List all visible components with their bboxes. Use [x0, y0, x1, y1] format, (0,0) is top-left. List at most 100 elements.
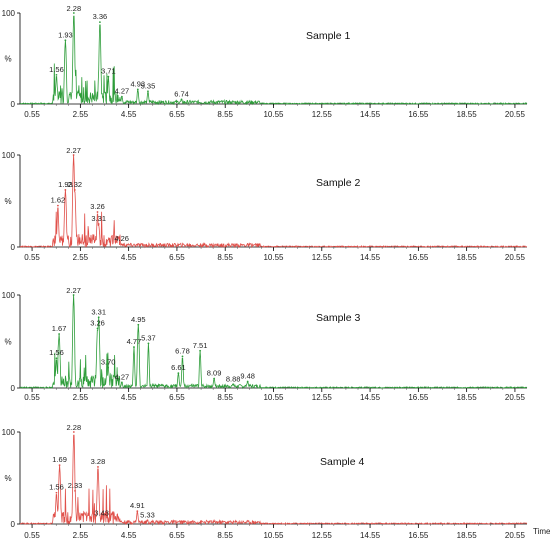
- peak-label: 5.33: [140, 510, 155, 519]
- peak-apex: [74, 489, 76, 492]
- y-tick-label: 0: [11, 520, 16, 529]
- peak-apex: [64, 39, 67, 42]
- peak-apex: [96, 327, 99, 330]
- x-tick-label: 14.55: [360, 531, 381, 540]
- peak-label: 3.43: [94, 508, 109, 517]
- peak-apex: [100, 517, 103, 520]
- peak-label: 2.27: [66, 286, 81, 295]
- peak-label: 3.28: [91, 457, 106, 466]
- y-tick-label: 100: [2, 428, 16, 437]
- peak-apex: [137, 323, 140, 326]
- x-tick-label: 10.55: [263, 393, 284, 402]
- peak-apex: [120, 95, 123, 98]
- x-tick-label: 10.55: [263, 110, 284, 119]
- y-axis-label: %: [4, 55, 11, 64]
- y-tick-label: 100: [2, 151, 16, 160]
- x-tick-label: 0.55: [24, 393, 40, 402]
- chromatogram-trace: [19, 154, 528, 249]
- peak-apex: [180, 98, 183, 101]
- peak-label: 4.26: [114, 234, 129, 243]
- peak-label: 6.61: [171, 363, 186, 372]
- peak-label: 1.56: [49, 348, 64, 357]
- x-tick-label: 4.55: [121, 253, 137, 262]
- x-tick-label: 16.55: [408, 110, 429, 119]
- peak-label: 2.28: [67, 4, 82, 13]
- x-tick-label: 18.55: [457, 253, 478, 262]
- x-tick-label: 12.55: [312, 253, 333, 262]
- y-tick-label: 0: [11, 100, 16, 109]
- peak-apex: [199, 349, 202, 352]
- y-tick-label: 100: [2, 9, 16, 18]
- x-tick-label: 14.55: [360, 393, 381, 402]
- y-tick-label: 100: [2, 291, 16, 300]
- chromatogram-trace: [19, 294, 528, 390]
- peak-label: 1.62: [51, 196, 66, 205]
- x-tick-label: 2.55: [73, 253, 89, 262]
- peak-apex: [97, 316, 100, 319]
- peak-apex: [136, 510, 139, 513]
- x-tick-label: 10.55: [263, 531, 284, 540]
- panel-title: Sample 2: [316, 177, 361, 189]
- x-tick-label: 16.55: [408, 531, 429, 540]
- y-tick-label: 0: [11, 243, 16, 252]
- peak-apex: [232, 383, 235, 386]
- peak-label: 3.36: [93, 12, 108, 21]
- peak-label: 3.70: [101, 358, 116, 367]
- peak-label: 3.31: [91, 307, 106, 316]
- peak-label: 4.91: [130, 501, 145, 510]
- peak-label: 3.26: [90, 318, 105, 327]
- peak-label: 1.56: [49, 483, 64, 492]
- peak-label: 8.88: [226, 374, 241, 383]
- peak-label: 4.95: [131, 315, 146, 324]
- chart-panel-1: 0 100% 0.55 2.55 4.55 6.55 8.55 10.55 12.55 14.55…: [2, 4, 528, 119]
- peak-apex: [177, 372, 180, 375]
- peak-label: 9.48: [240, 371, 255, 380]
- peak-label: 4.27: [115, 87, 130, 96]
- x-tick-label: 4.55: [121, 531, 137, 540]
- peak-label: 6.78: [175, 346, 190, 355]
- x-tick-label: 0.55: [24, 110, 40, 119]
- chart-panel-2: 0 100% 0.55 2.55 4.55 6.55 8.55 10.55 12.55 14.55…: [2, 146, 528, 262]
- peak-apex: [213, 377, 216, 380]
- x-tick-label: 8.55: [217, 110, 233, 119]
- panel-title: Sample 1: [306, 30, 351, 42]
- peak-apex: [107, 75, 110, 78]
- y-axis-label: %: [4, 338, 11, 347]
- peak-label: 2.32: [67, 180, 82, 189]
- peak-apex: [57, 204, 59, 207]
- x-tick-label: 20.55: [505, 253, 526, 262]
- chromatogram-trace: [19, 15, 528, 106]
- y-tick-label: 0: [11, 384, 16, 393]
- peak-apex: [107, 366, 110, 369]
- peak-apex: [72, 294, 75, 296]
- peak-apex: [181, 355, 184, 358]
- peak-label: 1.69: [52, 455, 67, 464]
- x-tick-label: 8.55: [217, 531, 233, 540]
- peak-apex: [120, 381, 123, 384]
- x-tick-label: 8.55: [217, 253, 233, 262]
- x-tick-label: 12.55: [312, 531, 333, 540]
- peak-apex: [120, 243, 123, 246]
- x-tick-label: 14.55: [360, 253, 381, 262]
- x-tick-label: 20.55: [505, 393, 526, 402]
- peak-apex: [72, 154, 75, 156]
- x-tick-label: 16.55: [408, 393, 429, 402]
- peak-apex: [146, 519, 149, 522]
- peak-label: 4.77: [127, 337, 142, 346]
- chart-panel-4: 0 100% 0.55 2.55 4.55 6.55 8.55 10.55 12.55 14.55…: [2, 423, 550, 540]
- peak-apex: [72, 12, 75, 14]
- x-tick-label: 0.55: [24, 531, 40, 540]
- x-tick-label: 2.55: [73, 531, 89, 540]
- x-tick-label: 2.55: [73, 393, 89, 402]
- x-tick-label: 16.55: [408, 253, 429, 262]
- x-tick-label: 2.55: [73, 110, 89, 119]
- peak-label: 3.26: [90, 202, 105, 211]
- x-axis-label: Time: [533, 527, 550, 536]
- x-tick-label: 4.55: [121, 393, 137, 402]
- x-tick-label: 14.55: [360, 110, 381, 119]
- peak-apex: [246, 380, 249, 383]
- peak-label: 5.35: [141, 81, 156, 90]
- peak-label: 1.67: [52, 324, 67, 333]
- peak-apex: [136, 88, 139, 91]
